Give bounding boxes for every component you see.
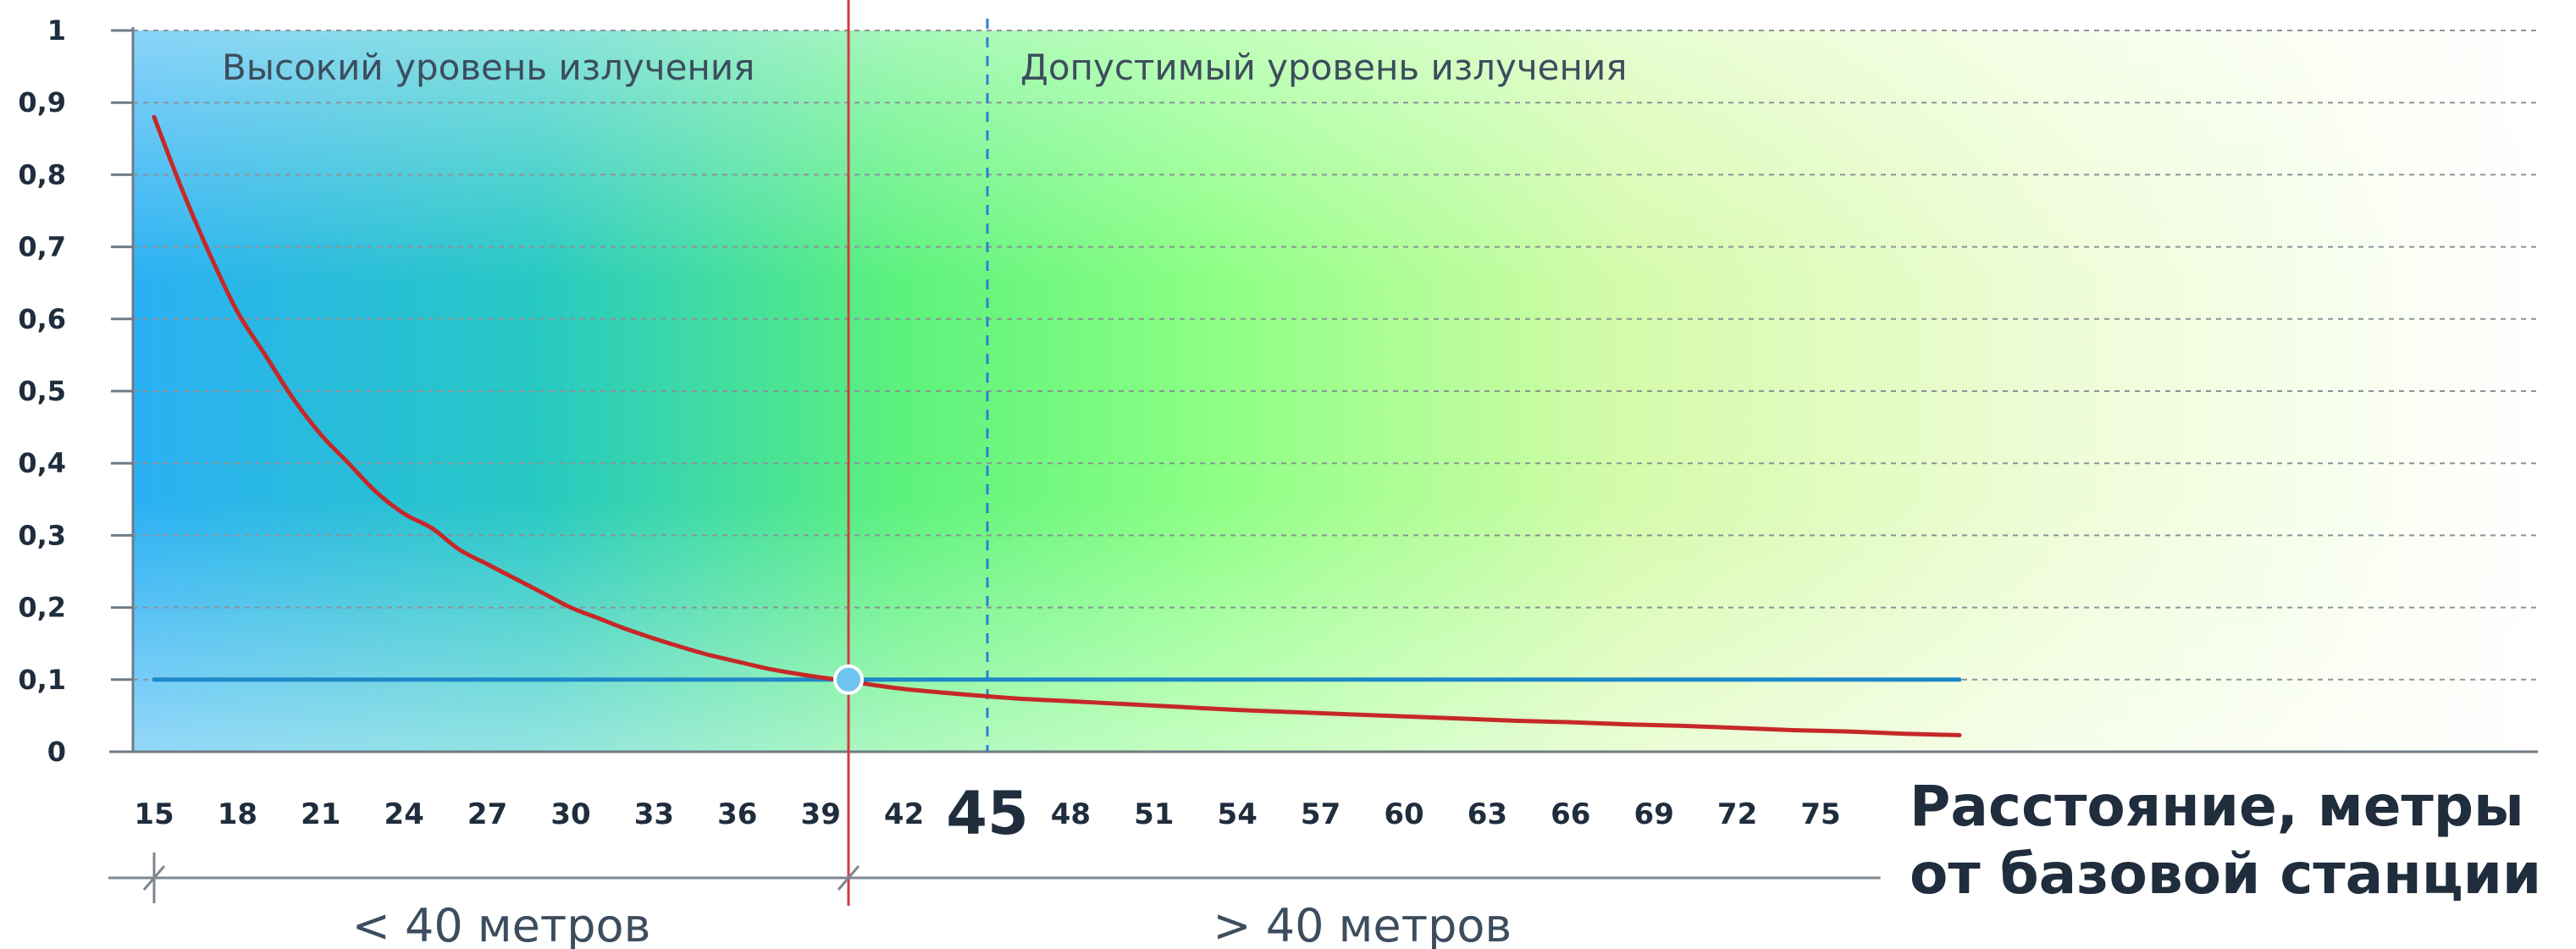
- x-tick-label: 57: [1301, 797, 1341, 831]
- zone-label-high: Высокий уровень излучения: [222, 47, 755, 88]
- axes: [109, 27, 2538, 753]
- y-tick-label: 0,4: [18, 447, 66, 479]
- x-tick-label: 51: [1134, 797, 1174, 831]
- y-tick-label: 1: [47, 14, 66, 47]
- y-tick-label: 0,2: [18, 592, 66, 624]
- vertical-markers: [847, 0, 989, 906]
- range-slash: [142, 865, 166, 891]
- x-axis-title-line1: Расстояние, метры: [1910, 774, 2524, 839]
- x-tick-label: 30: [550, 797, 590, 831]
- y-tick-label: 0,6: [18, 303, 66, 335]
- x-tick-label: 60: [1384, 797, 1423, 831]
- intersection-marker: [833, 664, 864, 695]
- series-group: [152, 114, 1962, 737]
- x-tick-label: 45: [946, 779, 1028, 848]
- x-tick-label: 21: [301, 797, 340, 831]
- y-tick-label: 0,5: [18, 375, 66, 407]
- zone-label-allowed: Допустимый уровень излучения: [1020, 47, 1628, 88]
- x-tick-label: 27: [467, 797, 507, 831]
- x-tick-label: 69: [1634, 797, 1674, 831]
- x-tick-label: 15: [134, 797, 174, 831]
- range-slash: [837, 865, 860, 891]
- x-tick-label: 66: [1551, 797, 1590, 831]
- x-tick-label: 24: [384, 797, 424, 831]
- x-tick-label: 39: [801, 797, 841, 831]
- x-tick-label: 42: [884, 797, 924, 831]
- x-axis-title-line2: от базовой станции: [1910, 841, 2541, 907]
- series-line-decay: [152, 114, 1962, 737]
- x-tick-label: 36: [717, 797, 757, 831]
- grid: [133, 30, 2538, 681]
- intersection-marker-group: [833, 664, 864, 695]
- x-tick-label: 18: [218, 797, 257, 831]
- y-tick-label: 0,1: [18, 664, 66, 696]
- x-tick-label: 48: [1051, 797, 1091, 831]
- y-tick-label: 0,7: [18, 231, 66, 263]
- range-bar: < 40 метров > 40 метров: [108, 852, 1881, 949]
- x-axis-labels: 15 18 21 24 27 30 33 36 39 42 45 48 51 54 57 60 63 66 69 72…: [134, 779, 1840, 848]
- x-tick-label: 63: [1468, 797, 1507, 831]
- y-tick-label: 0,8: [18, 158, 66, 190]
- x-tick-label: 72: [1717, 797, 1757, 831]
- y-tick-label: 0,9: [18, 86, 66, 119]
- y-axis-labels: 0 0,1 0,2 0,3 0,4 0,5 0,6 0,7 0,8 0,9 1: [18, 14, 66, 768]
- range-label: > 40 метров: [1213, 899, 1512, 949]
- x-tick-label: 75: [1800, 797, 1840, 831]
- x-tick-label: 54: [1218, 797, 1258, 831]
- range-label: < 40 метров: [352, 899, 651, 949]
- x-tick-label: 33: [634, 797, 674, 831]
- y-tick-label: 0: [47, 736, 66, 768]
- y-tick-label: 0,3: [18, 519, 66, 551]
